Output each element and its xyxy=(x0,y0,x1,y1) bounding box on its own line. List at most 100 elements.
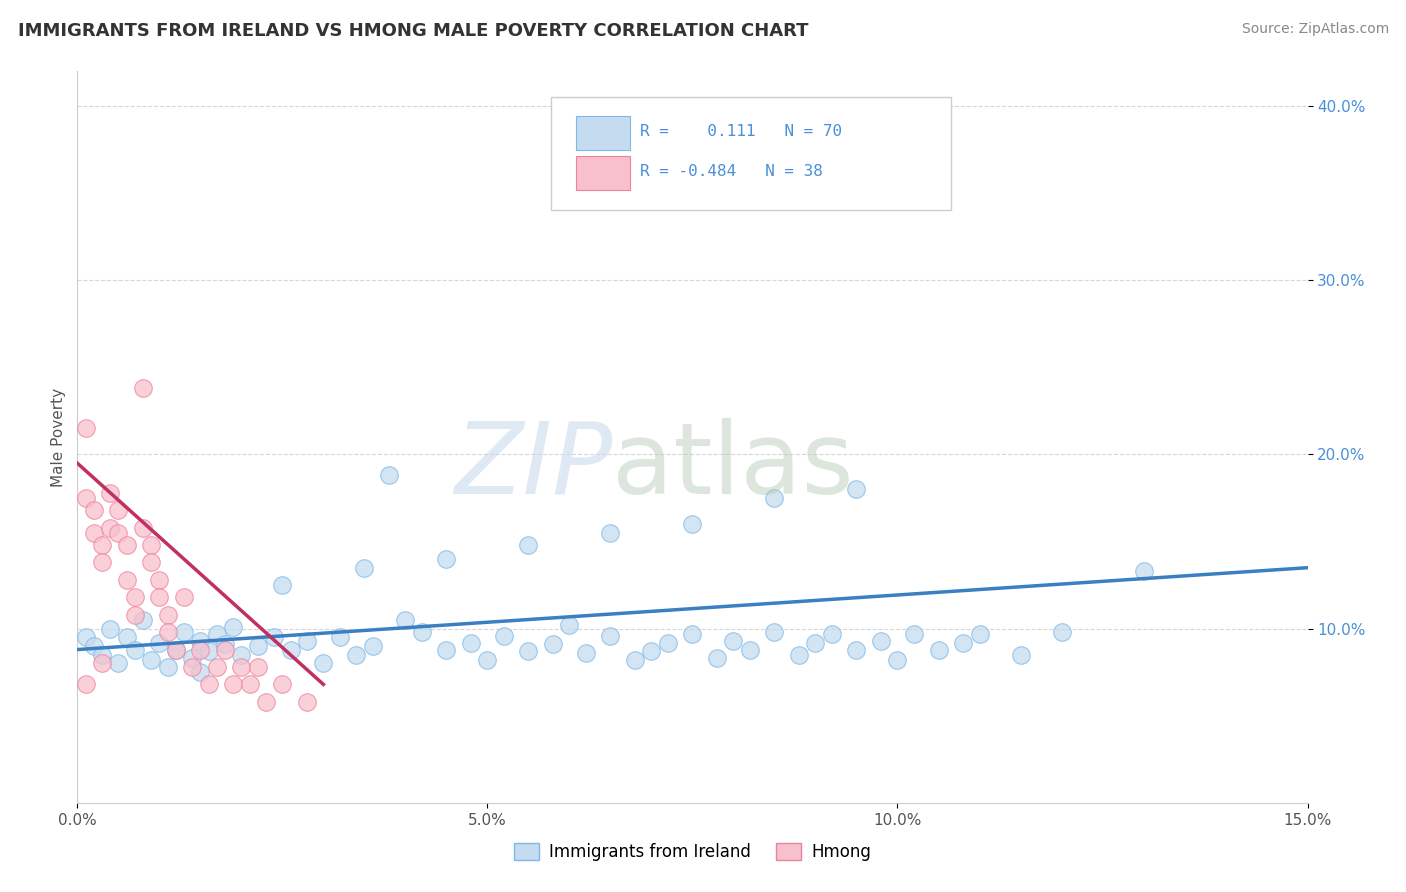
Point xyxy=(115,573,138,587)
Point xyxy=(132,521,155,535)
Y-axis label: Male Poverty: Male Poverty xyxy=(51,387,66,487)
Point xyxy=(124,642,146,657)
Point xyxy=(246,639,269,653)
Point xyxy=(870,633,893,648)
Point xyxy=(132,381,155,395)
Point xyxy=(83,639,105,653)
Point xyxy=(295,695,318,709)
Text: R = -0.484   N = 38: R = -0.484 N = 38 xyxy=(640,164,823,179)
Point xyxy=(903,627,925,641)
Point xyxy=(222,620,245,634)
Point xyxy=(124,607,146,622)
Point xyxy=(231,660,253,674)
Point xyxy=(344,648,367,662)
Point xyxy=(295,633,318,648)
Point xyxy=(107,657,129,671)
Text: IMMIGRANTS FROM IRELAND VS HMONG MALE POVERTY CORRELATION CHART: IMMIGRANTS FROM IRELAND VS HMONG MALE PO… xyxy=(18,22,808,40)
Point xyxy=(173,591,195,605)
Point xyxy=(115,631,138,645)
Point xyxy=(165,642,187,657)
Point xyxy=(657,635,679,649)
Point xyxy=(599,629,621,643)
Point xyxy=(222,677,245,691)
Point xyxy=(239,677,262,691)
Point xyxy=(75,677,97,691)
Point xyxy=(394,613,416,627)
Point xyxy=(1132,564,1154,578)
Point xyxy=(1050,625,1073,640)
Point xyxy=(98,485,121,500)
Point xyxy=(706,651,728,665)
Point xyxy=(804,635,827,649)
Point xyxy=(156,660,179,674)
Point xyxy=(460,635,482,649)
Point xyxy=(763,491,786,505)
Point xyxy=(205,660,228,674)
Point xyxy=(98,521,121,535)
Point xyxy=(188,665,212,680)
FancyBboxPatch shape xyxy=(551,97,950,211)
Point xyxy=(181,651,204,665)
Point xyxy=(845,642,868,657)
Point xyxy=(231,648,253,662)
Point xyxy=(763,625,786,640)
Point xyxy=(75,491,97,505)
Point xyxy=(75,421,97,435)
Point xyxy=(361,639,384,653)
Point xyxy=(197,644,219,658)
Point xyxy=(107,503,129,517)
Point xyxy=(271,578,294,592)
Point xyxy=(329,631,352,645)
Point xyxy=(90,538,114,552)
Point xyxy=(969,627,991,641)
FancyBboxPatch shape xyxy=(575,116,630,150)
Point xyxy=(90,648,114,662)
FancyBboxPatch shape xyxy=(575,156,630,190)
Point xyxy=(124,591,146,605)
Point xyxy=(541,637,564,651)
Point xyxy=(188,642,212,657)
Point xyxy=(723,633,745,648)
Point xyxy=(640,644,662,658)
Point xyxy=(411,625,433,640)
Point xyxy=(436,552,458,566)
Point xyxy=(107,525,129,540)
Point xyxy=(156,625,179,640)
Point xyxy=(263,631,285,645)
Point xyxy=(477,653,499,667)
Point xyxy=(280,642,302,657)
Text: atlas: atlas xyxy=(613,417,853,515)
Point xyxy=(83,525,105,540)
Text: R =    0.111   N = 70: R = 0.111 N = 70 xyxy=(640,124,842,139)
Point xyxy=(156,607,179,622)
Point xyxy=(246,660,269,674)
Point xyxy=(821,627,844,641)
Point xyxy=(254,695,277,709)
Point xyxy=(148,591,170,605)
Point xyxy=(165,642,187,657)
Point xyxy=(575,646,598,660)
Point xyxy=(436,642,458,657)
Point xyxy=(517,644,540,658)
Point xyxy=(214,637,236,651)
Point xyxy=(90,556,114,570)
Point xyxy=(90,657,114,671)
Point xyxy=(312,657,335,671)
Point xyxy=(75,631,97,645)
Point xyxy=(845,483,868,497)
Point xyxy=(188,633,212,648)
Point xyxy=(886,653,908,667)
Point xyxy=(738,642,761,657)
Point xyxy=(141,538,163,552)
Point xyxy=(141,653,163,667)
Point xyxy=(205,627,228,641)
Point xyxy=(787,648,810,662)
Point xyxy=(517,538,540,552)
Point xyxy=(952,635,974,649)
Point xyxy=(83,503,105,517)
Point xyxy=(624,653,647,667)
Point xyxy=(148,573,170,587)
Point xyxy=(271,677,294,691)
Text: Source: ZipAtlas.com: Source: ZipAtlas.com xyxy=(1241,22,1389,37)
Point xyxy=(132,613,155,627)
